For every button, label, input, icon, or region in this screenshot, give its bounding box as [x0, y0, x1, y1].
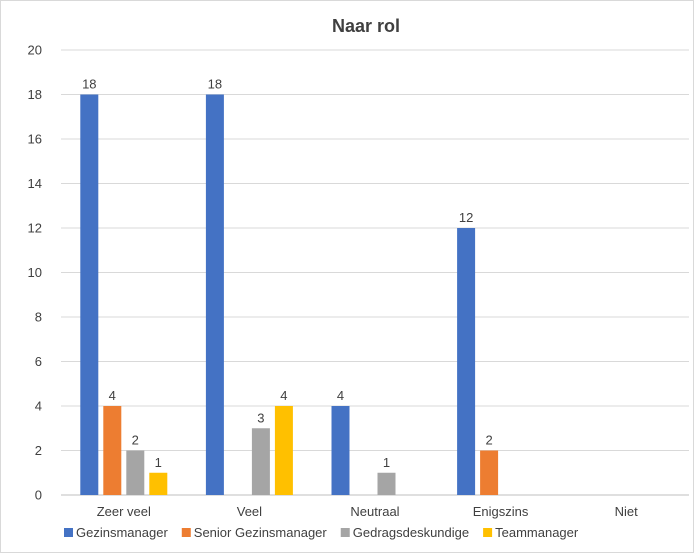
data-label: 4	[109, 388, 116, 403]
bar	[103, 406, 122, 495]
y-axis-ticks: 0 2 4 6 8 10 12 14 16 18 20	[28, 43, 42, 503]
y-tick-label: 2	[35, 443, 42, 458]
data-label: 2	[485, 433, 492, 448]
x-category-label: Zeer veel	[97, 504, 151, 519]
legend-swatch	[181, 528, 191, 537]
legend-item: Teammanager	[483, 525, 579, 540]
legend-item: Senior Gezinsmanager	[181, 525, 328, 540]
bar	[274, 406, 293, 495]
bar	[331, 406, 350, 495]
y-tick-label: 0	[35, 488, 42, 503]
y-tick-label: 20	[28, 43, 42, 58]
legend-swatch	[483, 528, 493, 537]
legend-label: Senior Gezinsmanager	[194, 525, 328, 540]
y-tick-label: 18	[28, 87, 42, 102]
x-axis-categories: Zeer veel Veel Neutraal Enigszins Niet	[97, 504, 638, 519]
bar	[205, 94, 224, 495]
x-category-label: Enigszins	[473, 504, 529, 519]
y-tick-label: 4	[35, 399, 42, 414]
y-tick-label: 10	[28, 265, 42, 280]
x-category-label: Neutraal	[350, 504, 399, 519]
y-tick-label: 6	[35, 354, 42, 369]
data-label: 18	[208, 77, 222, 92]
legend-swatch	[340, 528, 350, 537]
legend: Gezinsmanager Senior Gezinsmanager Gedrags…	[64, 525, 579, 540]
bar	[457, 228, 476, 495]
data-label: 4	[280, 388, 287, 403]
bar	[480, 450, 499, 495]
legend-swatch	[64, 528, 73, 537]
data-label: 1	[383, 455, 390, 470]
y-tick-label: 12	[28, 221, 42, 236]
data-label: 18	[82, 77, 96, 92]
bar	[80, 94, 99, 495]
data-label: 3	[257, 410, 264, 425]
bar	[149, 472, 168, 495]
legend-label: Teammanager	[495, 525, 579, 540]
chart-title: Naar rol	[332, 16, 400, 36]
legend-item: Gezinsmanager	[64, 525, 168, 540]
y-tick-label: 16	[28, 132, 42, 147]
data-labels: 18 4 2 1 18 3 4 4 1 12 2	[82, 77, 493, 470]
data-label: 12	[459, 210, 473, 225]
x-category-label: Veel	[237, 504, 262, 519]
data-label: 2	[132, 433, 139, 448]
bars	[80, 94, 499, 495]
data-label: 4	[337, 388, 344, 403]
bar	[126, 450, 145, 495]
bar	[377, 472, 396, 495]
legend-label: Gedragsdeskundige	[353, 525, 469, 540]
bar	[251, 428, 270, 495]
data-label: 1	[155, 455, 162, 470]
y-tick-label: 8	[35, 310, 42, 325]
x-category-label: Niet	[615, 504, 639, 519]
y-tick-label: 14	[28, 176, 42, 191]
gridlines	[61, 49, 689, 496]
legend-item: Gedragsdeskundige	[340, 525, 469, 540]
legend-label: Gezinsmanager	[76, 525, 168, 540]
